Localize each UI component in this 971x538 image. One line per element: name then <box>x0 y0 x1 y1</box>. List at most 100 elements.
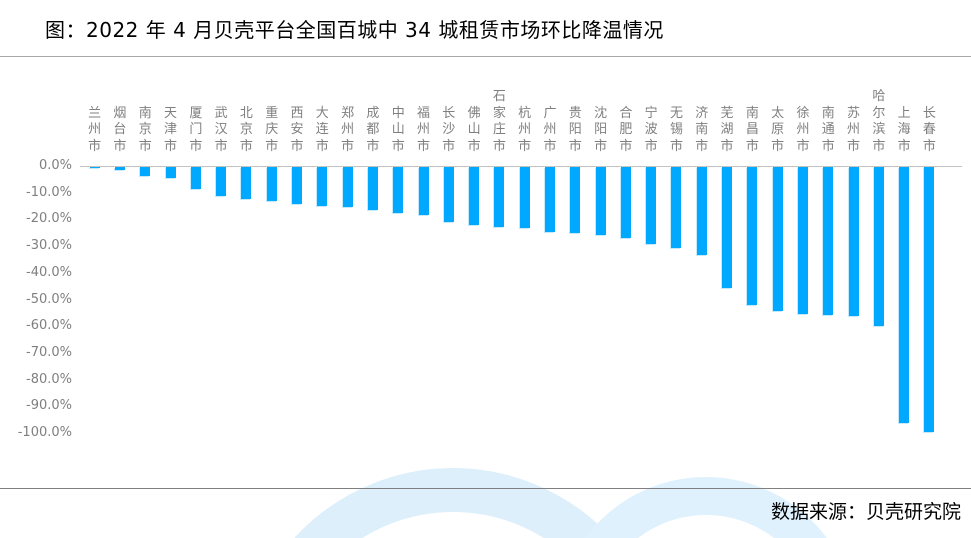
city-label-char: 芜 <box>720 105 734 121</box>
bar <box>216 167 227 196</box>
city-label-char: 山 <box>467 122 481 137</box>
city-label-char: 佛 <box>467 105 481 121</box>
bar <box>646 167 657 244</box>
bar <box>140 167 151 176</box>
city-label-char: 市 <box>745 138 759 154</box>
city-label-char: 天 <box>164 105 178 121</box>
city-label-char: 京 <box>239 122 253 137</box>
bar-column: 南通市 <box>816 60 841 440</box>
city-label-char: 市 <box>771 138 785 154</box>
city-label-char: 哈 <box>872 89 886 104</box>
city-label-char: 门 <box>189 122 203 137</box>
city-label: 郑州市 <box>340 60 355 166</box>
city-label-char: 市 <box>644 138 658 154</box>
city-label: 济南市 <box>694 60 709 166</box>
bar <box>393 167 404 213</box>
bar-column: 石家庄市 <box>487 60 512 440</box>
bar-column: 苏州市 <box>841 60 866 440</box>
city-label-char: 市 <box>619 138 633 154</box>
city-label-char: 庄 <box>492 122 506 137</box>
city-label-char: 郑 <box>341 105 355 121</box>
bar-column: 杭州市 <box>512 60 537 440</box>
city-label-char: 市 <box>265 138 279 154</box>
bar-column: 北京市 <box>234 60 259 440</box>
city-label-char: 烟 <box>113 105 127 121</box>
bar <box>367 167 378 210</box>
bar-column: 沈阳市 <box>588 60 613 440</box>
bar-column: 哈尔滨市 <box>866 60 891 440</box>
y-axis-tick-label: -30.0% <box>26 238 72 254</box>
city-label-char: 长 <box>442 105 456 121</box>
city-label-char: 州 <box>416 122 430 137</box>
bar-column: 西安市 <box>284 60 309 440</box>
bar-column: 兰州市 <box>82 60 107 440</box>
bar <box>266 167 277 201</box>
city-label-char: 大 <box>315 105 329 121</box>
bar <box>797 167 808 314</box>
city-label-char: 市 <box>315 138 329 154</box>
city-label: 沈阳市 <box>593 60 608 166</box>
city-label: 长春市 <box>922 60 937 166</box>
city-label-char: 沙 <box>442 122 456 137</box>
city-label-char: 海 <box>897 122 911 137</box>
city-label-char: 长 <box>922 105 936 121</box>
city-label: 上海市 <box>897 60 912 166</box>
city-label-char: 都 <box>366 122 380 137</box>
city-label: 福州市 <box>416 60 431 166</box>
bar <box>317 167 328 206</box>
city-label: 厦门市 <box>188 60 203 166</box>
city-label-char: 市 <box>189 138 203 154</box>
city-label-char: 湖 <box>720 122 734 137</box>
city-label-char: 市 <box>492 138 506 154</box>
city-label-char: 太 <box>771 105 785 121</box>
city-label-char: 市 <box>594 138 608 154</box>
city-label-char: 杭 <box>518 105 532 121</box>
bar <box>114 167 125 170</box>
bar <box>722 167 733 288</box>
y-axis-tick-label: 0.0% <box>38 158 72 173</box>
city-label-char: 石 <box>492 89 506 104</box>
bar <box>570 167 581 233</box>
city-label: 苏州市 <box>846 60 861 166</box>
city-label-char: 通 <box>821 122 835 137</box>
city-label-char: 家 <box>492 105 506 121</box>
city-label-char: 市 <box>821 138 835 154</box>
data-source-label: 数据来源：贝壳研究院 <box>770 501 961 523</box>
bar <box>443 167 454 222</box>
city-label-char: 福 <box>416 105 430 121</box>
city-label-char: 成 <box>366 105 380 121</box>
city-label-char: 春 <box>922 122 936 137</box>
city-label-char: 西 <box>290 105 304 121</box>
city-label-char: 津 <box>164 122 178 137</box>
bar-column: 郑州市 <box>335 60 360 440</box>
bar <box>190 167 201 189</box>
city-label-char: 上 <box>897 105 911 121</box>
y-axis-tick-label: -70.0% <box>26 344 72 360</box>
bar-column: 上海市 <box>892 60 917 440</box>
bar-column: 徐州市 <box>790 60 815 440</box>
city-label-char: 市 <box>872 138 886 154</box>
city-label-char: 徐 <box>796 105 810 121</box>
city-label-char: 市 <box>442 138 456 154</box>
bar <box>544 167 555 232</box>
city-label: 佛山市 <box>467 60 482 166</box>
city-label-char: 市 <box>720 138 734 154</box>
bar-column: 厦门市 <box>183 60 208 440</box>
bar-column: 福州市 <box>411 60 436 440</box>
bar-column: 合肥市 <box>613 60 638 440</box>
city-label-char: 市 <box>366 138 380 154</box>
city-label-char: 中 <box>391 105 405 121</box>
bar-column: 无锡市 <box>664 60 689 440</box>
bar <box>873 167 884 326</box>
bar <box>899 167 910 423</box>
bar <box>469 167 480 225</box>
city-label-char: 市 <box>341 138 355 154</box>
bar-column: 重庆市 <box>259 60 284 440</box>
city-label: 长沙市 <box>441 60 456 166</box>
city-label-char: 宁 <box>644 105 658 121</box>
city-label: 北京市 <box>239 60 254 166</box>
city-label-char: 贵 <box>568 105 582 121</box>
city-label-char: 苏 <box>847 105 861 121</box>
bar <box>772 167 783 311</box>
